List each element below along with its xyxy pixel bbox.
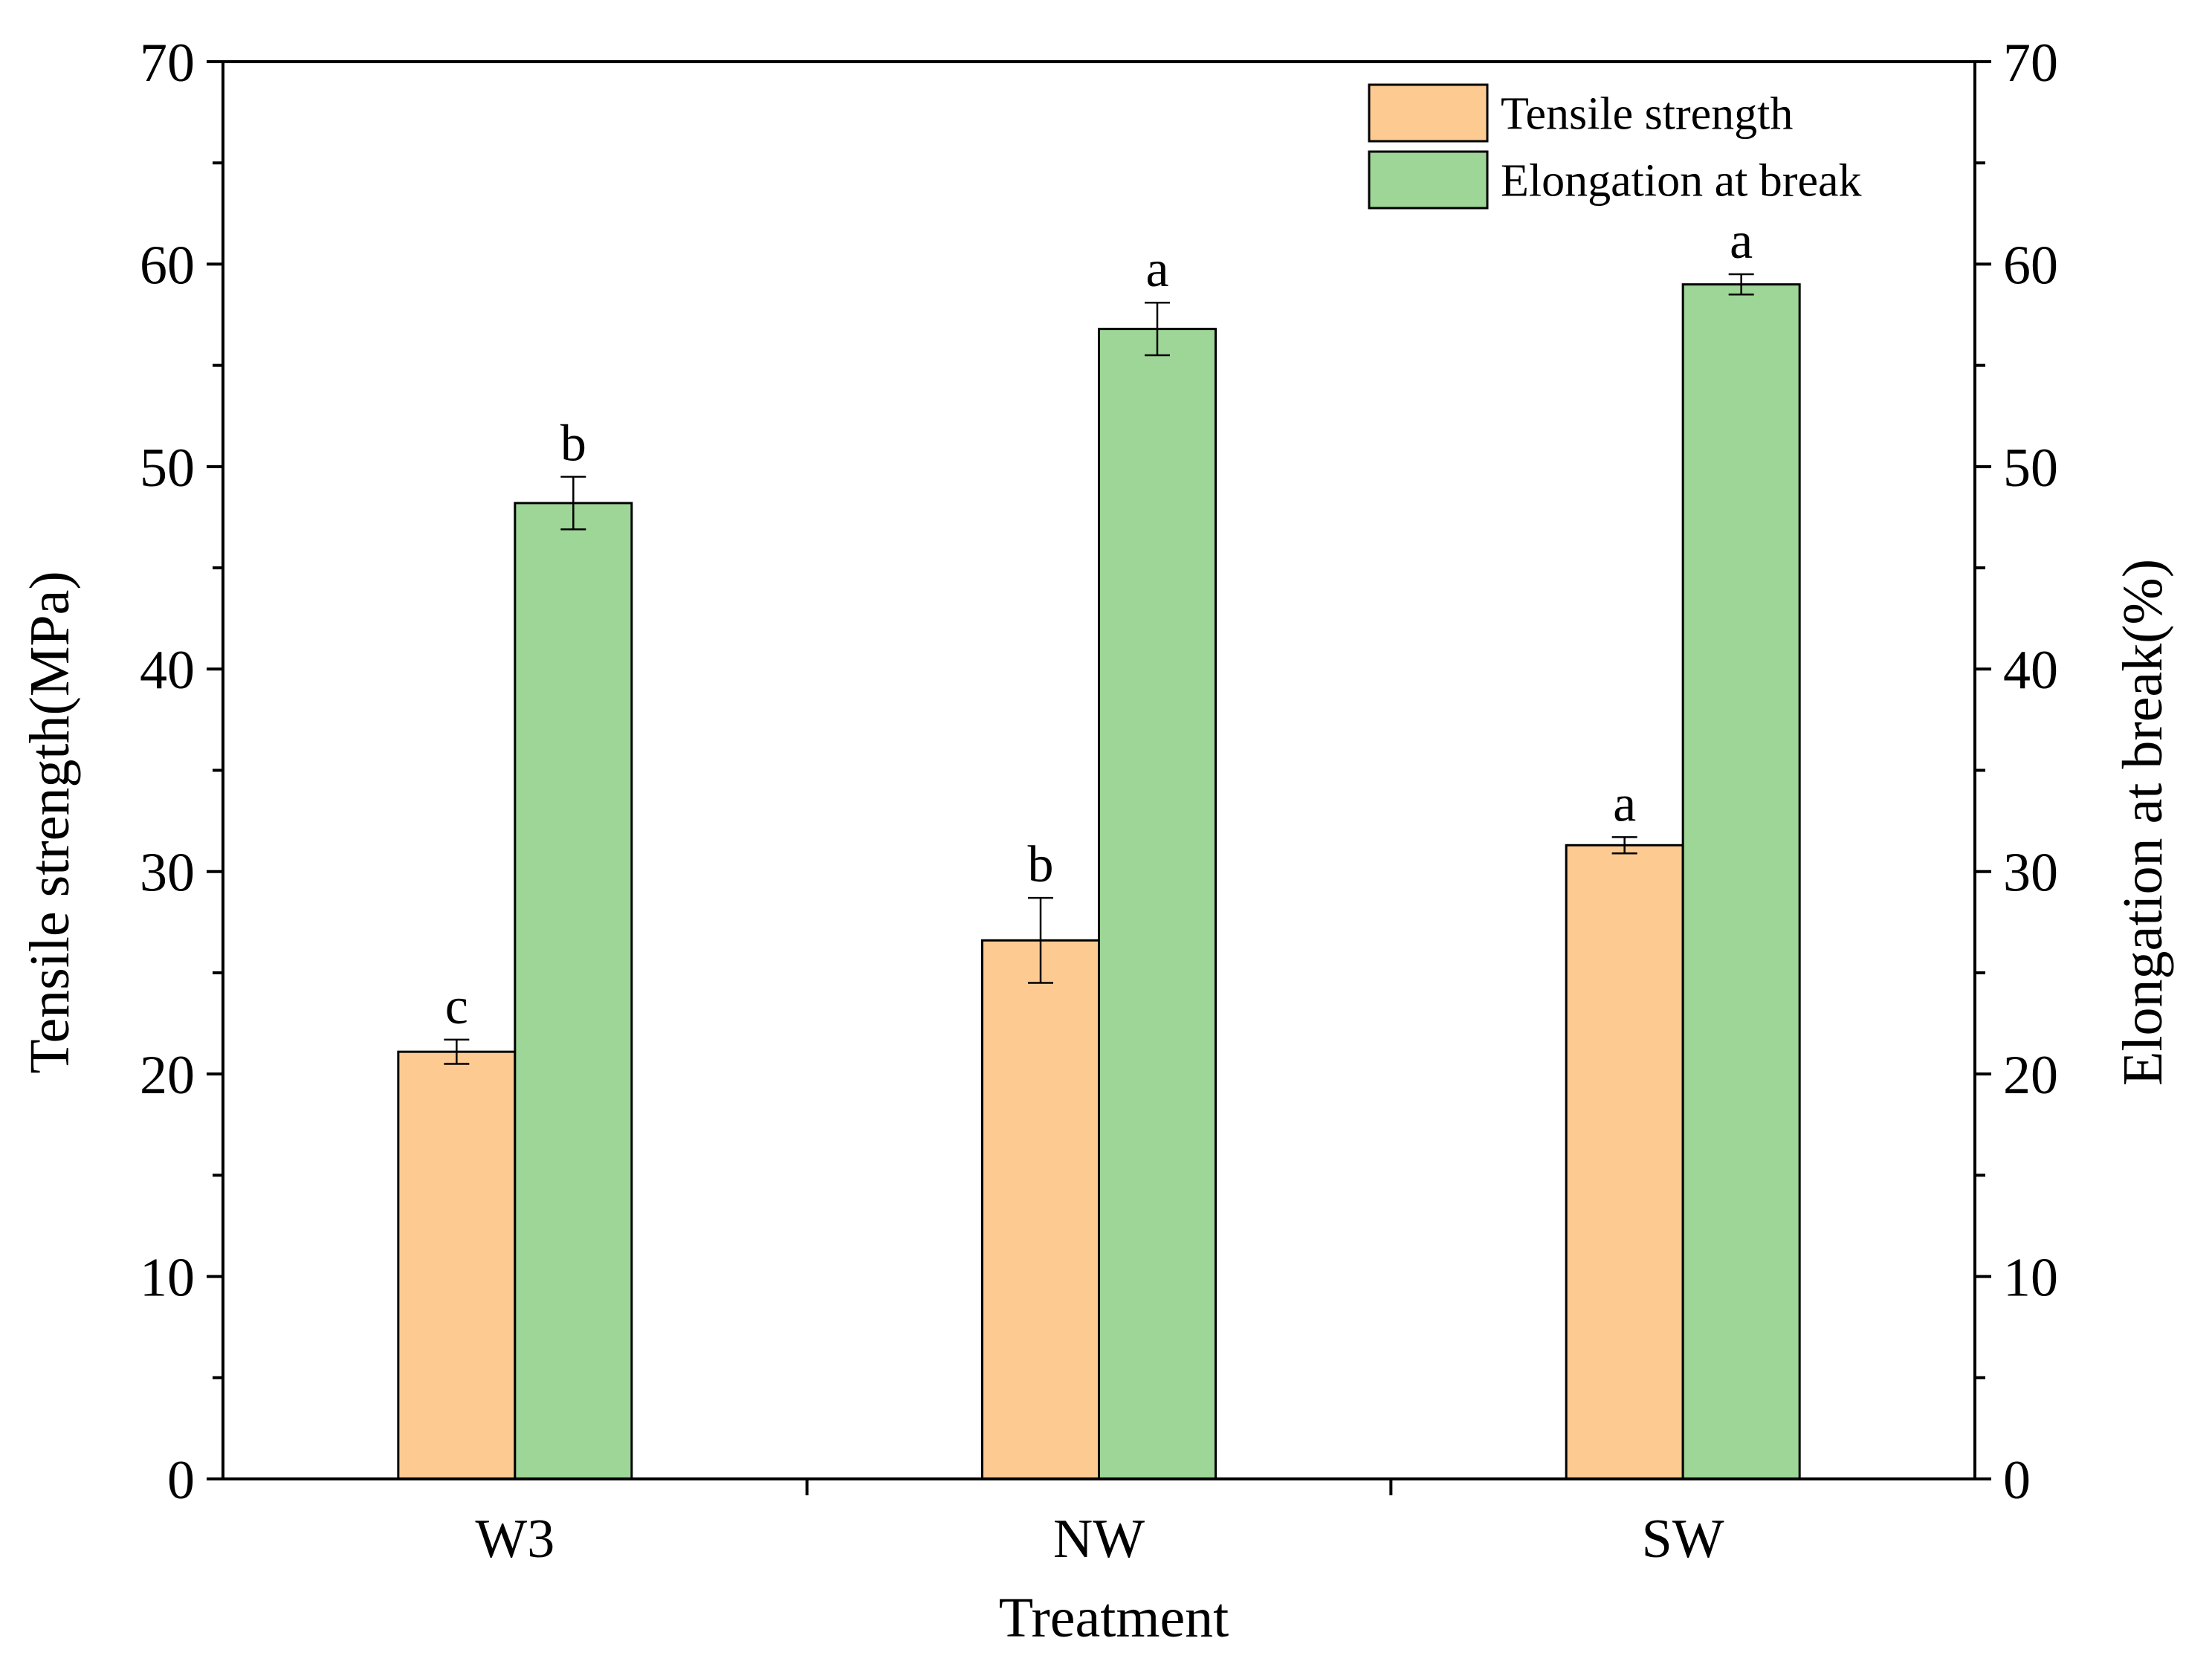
y-right-tick-label: 60	[2003, 235, 2058, 296]
legend-label: Tensile strength	[1501, 89, 1793, 140]
y-left-tick-label: 20	[140, 1045, 195, 1106]
bar-elongation-at-break-w3	[514, 502, 633, 1480]
bar-tensile-strength-nw	[981, 939, 1100, 1480]
y-right-tick-label: 30	[2003, 843, 2058, 904]
significance-letter: a	[1730, 213, 1753, 270]
legend-label: Elongation at break	[1501, 156, 1862, 207]
y-left-tick-label: 30	[140, 843, 195, 904]
legend-swatch-tensile-strength	[1368, 83, 1489, 143]
legend-swatch-elongation-at-break	[1368, 150, 1489, 210]
y-right-tick-label: 50	[2003, 438, 2058, 499]
y-right-tick-label: 20	[2003, 1045, 2058, 1106]
significance-letter: b	[1028, 836, 1054, 893]
x-tick-label: SW	[1642, 1509, 1724, 1570]
bar-elongation-at-break-nw	[1098, 328, 1217, 1480]
y-left-tick-label: 10	[140, 1247, 195, 1308]
y-left-tick-label: 40	[140, 640, 195, 701]
significance-letter: a	[1145, 241, 1168, 298]
y-left-tick-label: 0	[167, 1450, 195, 1511]
y-right-tick-label: 10	[2003, 1247, 2058, 1308]
significance-letter: c	[445, 978, 468, 1035]
x-axis-title: Treatment	[999, 1587, 1229, 1649]
y-left-tick-label: 70	[140, 33, 195, 94]
x-tick-label: NW	[1053, 1509, 1145, 1570]
y-right-tick-label: 40	[2003, 640, 2058, 701]
y-axis-left-title: Tensile strength(MPa)	[19, 571, 81, 1073]
x-tick-label: W3	[475, 1509, 554, 1570]
y-left-tick-label: 50	[140, 438, 195, 499]
y-left-tick-label: 60	[140, 235, 195, 296]
significance-letter: a	[1613, 775, 1636, 832]
y-right-tick-label: 0	[2003, 1450, 2031, 1511]
bar-elongation-at-break-sw	[1681, 283, 1801, 1480]
bar-tensile-strength-sw	[1565, 844, 1684, 1480]
bar-tensile-strength-w3	[397, 1050, 517, 1480]
y-right-tick-label: 70	[2003, 33, 2058, 94]
significance-letter: b	[560, 415, 586, 472]
y-axis-right-title: Elongation at break(%)	[2112, 559, 2174, 1086]
